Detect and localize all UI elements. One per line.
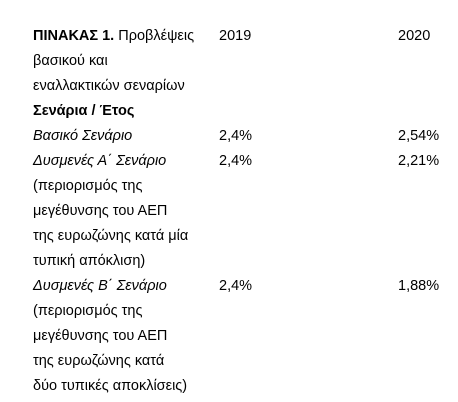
scenario-adverse-a-detail-4: τυπική απόκλιση) — [33, 253, 146, 269]
scenario-adverse-b-detail-4: δύο τυπικές αποκλίσεις) — [33, 378, 188, 394]
table-title-line-1: Προβλέψεις — [118, 28, 195, 44]
scenario-adverse-b-2020: 1,88% — [398, 278, 440, 294]
table-title: ΠΙΝΑΚΑΣ 1. Προβλέψεις βασικού και εναλλα… — [33, 24, 213, 124]
scenario-adverse-a-detail-1: (περιορισμός της — [33, 178, 143, 194]
scenario-adverse-b-detail-1: (περιορισμός της — [33, 303, 143, 319]
scenario-adverse-a: Δυσμενές Α΄ Σενάριο (περιορισμός της μεγ… — [33, 149, 213, 274]
table-title-prefix: ΠΙΝΑΚΑΣ 1. — [33, 28, 115, 44]
scenario-adverse-a-2020: 2,21% — [398, 153, 440, 169]
scenario-name-adverse-b: Δυσμενές Β΄ Σενάριο — [33, 278, 167, 294]
year-header-2019: 2019 — [219, 28, 252, 44]
header-row-label: Σενάρια / Έτος — [33, 103, 135, 119]
scenario-adverse-a-2019: 2,4% — [219, 153, 253, 169]
scenario-adverse-a-detail-2: μεγέθυνσης του ΑΕΠ — [33, 203, 168, 219]
scenario-name-base: Βασικό Σενάριο — [33, 128, 133, 144]
scenario-adverse-b-2019: 2,4% — [219, 278, 253, 294]
scenario-base-2019: 2,4% — [219, 128, 253, 144]
table-title-line-2: βασικού και — [33, 53, 108, 69]
scenario-name-adverse-a: Δυσμενές Α΄ Σενάριο — [33, 153, 167, 169]
scenario-adverse-b-detail-3: της ευρωζώνης κατά — [33, 353, 165, 369]
scenario-adverse-b-detail-2: μεγέθυνσης του ΑΕΠ — [33, 328, 168, 344]
scenario-base-2020: 2,54% — [398, 128, 440, 144]
table-title-line-3: εναλλακτικών σεναρίων — [33, 78, 185, 94]
scenario-adverse-a-detail-3: της ευρωζώνης κατά μία — [33, 228, 189, 244]
scenario-adverse-b: Δυσμενές Β΄ Σενάριο (περιορισμός της μεγ… — [33, 274, 213, 399]
year-header-2020: 2020 — [398, 28, 431, 44]
